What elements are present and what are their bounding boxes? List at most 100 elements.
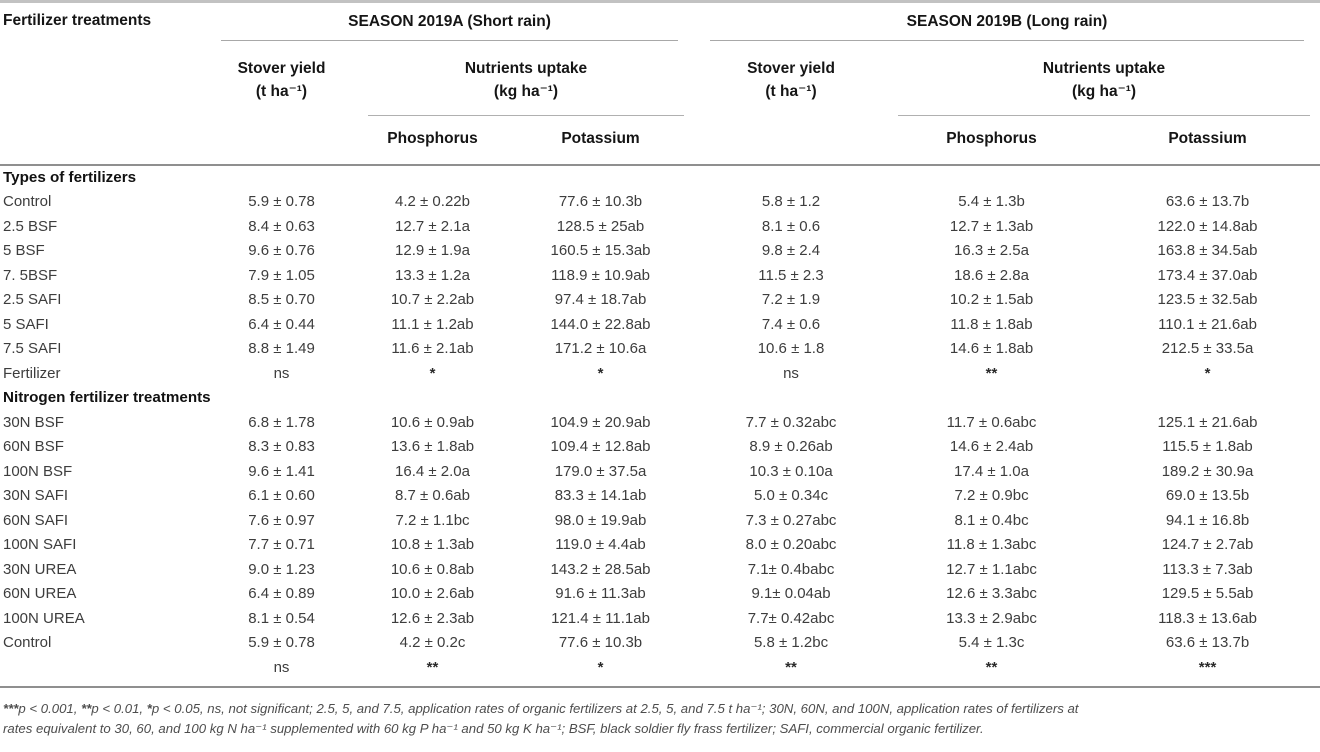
value-cell: 10.0 ± 2.6ab <box>390 585 475 602</box>
value-cell: 5.0 ± 0.34c <box>753 487 829 504</box>
value-cell: 12.9 ± 1.9a <box>395 242 470 259</box>
value-cell: 125.1 ± 21.6ab <box>1157 413 1258 431</box>
value-cell: 14.6 ± 2.4ab <box>949 438 1034 455</box>
table-row: 7.5 SAFI 8.8 ± 1.49 11.6 ± 2.1ab 171.2 ± 10… <box>0 337 1320 362</box>
nutrients-uptake-unit: (kg ha⁻¹) <box>493 82 559 100</box>
stover-yield-label: Stover yield <box>237 59 326 77</box>
value-cell: 212.5 ± 33.5a <box>1161 340 1254 357</box>
table-row: 2.5 BSF 8.4 ± 0.63 12.7 ± 2.1a 128.5 ± 25ab… <box>0 215 1320 240</box>
value-cell: 5.4 ± 1.3c <box>958 634 1025 651</box>
value-cell: 16.3 ± 2.5a <box>954 242 1029 259</box>
treatment-label: 30N SAFI <box>3 487 69 504</box>
season-2019b-underline <box>710 40 1305 41</box>
value-cell: 4.2 ± 0.22b <box>395 193 470 210</box>
value-cell: 91.6 ± 11.3ab <box>555 585 646 602</box>
value-cell: 11.8 ± 1.8ab <box>950 315 1033 333</box>
section-row: Types of fertilizers <box>0 165 1320 191</box>
value-cell: 8.7 ± 0.6ab <box>395 487 470 504</box>
value-cell: 5.8 ± 1.2 <box>761 193 821 210</box>
value-cell: 83.3 ± 14.1ab <box>554 487 647 504</box>
table-row: 100N UREA 8.1 ± 0.54 12.6 ± 2.3ab 121.4 ± 1… <box>0 607 1320 632</box>
value-cell: ns <box>273 364 290 382</box>
value-cell: ** <box>888 655 1096 688</box>
value-cell: 8.4 ± 0.63 <box>248 217 315 235</box>
value-cell: 10.3 ± 0.10a <box>749 462 833 480</box>
value-cell: 9.6 ± 1.41 <box>248 462 315 480</box>
treatment-label: 60N BSF <box>3 438 64 455</box>
treatment-label <box>0 655 205 688</box>
value-cell: 5.8 ± 1.2bc <box>753 634 829 651</box>
value-cell: 109.4 ± 12.8ab <box>550 438 651 455</box>
treatment-label: Control <box>3 193 52 210</box>
value-cell: 8.1 ± 0.6 <box>761 217 821 235</box>
value-cell: 104.9 ± 20.9ab <box>550 413 651 431</box>
value-cell: 11.6 ± 2.1ab <box>391 340 474 357</box>
treatment-label: 100N BSF <box>3 462 73 480</box>
treatment-label: 5 SAFI <box>3 315 49 333</box>
value-cell: 123.5 ± 32.5ab <box>1157 291 1258 308</box>
treatment-label: 5 BSF <box>3 242 45 259</box>
value-cell: 4.2 ± 0.2c <box>399 634 466 651</box>
value-cell: ** <box>985 364 998 382</box>
value-cell: ns <box>783 364 799 382</box>
value-cell: 113.3 ± 7.3ab <box>1162 560 1253 578</box>
value-cell: 12.7 ± 1.3ab <box>949 217 1034 235</box>
section-label: Types of fertilizers <box>3 168 137 186</box>
fertilizer-results-table: Fertilizer treatments SEASON 2019A (Shor… <box>0 0 1320 688</box>
value-cell: 63.6 ± 13.7b <box>1165 193 1250 210</box>
value-cell: 8.5 ± 0.70 <box>248 291 315 308</box>
value-cell: 6.1 ± 0.60 <box>248 487 315 504</box>
column-header-phosphorus-a: Phosphorus <box>358 123 507 166</box>
value-cell: 8.1 ± 0.4bc <box>954 511 1029 529</box>
value-cell: 5.9 ± 0.78 <box>248 634 315 651</box>
value-cell: ** <box>694 655 889 688</box>
value-cell: 6.4 ± 0.44 <box>248 315 315 333</box>
season-2019a-underline <box>221 40 679 41</box>
value-cell: 98.0 ± 19.9ab <box>554 511 647 529</box>
value-cell: 9.1± 0.04ab <box>751 585 831 602</box>
season-2019b-title: SEASON 2019B (Long rain) <box>906 13 1108 30</box>
value-cell: 121.4 ± 11.1ab <box>551 609 650 627</box>
treatment-label: 30N UREA <box>3 560 77 578</box>
value-cell: 12.7 ± 2.1a <box>395 217 470 235</box>
group-header-season-2019a: SEASON 2019A (Short rain) <box>205 2 694 54</box>
value-cell: 124.7 ± 2.7ab <box>1161 536 1254 553</box>
value-cell: 119.0 ± 4.4ab <box>555 536 646 553</box>
table-row: 2.5 SAFI 8.5 ± 0.70 10.7 ± 2.2ab 97.4 ± 18.… <box>0 288 1320 313</box>
treatment-label: 100N UREA <box>3 609 85 627</box>
treatment-label: Fertilizer <box>3 364 61 382</box>
treatment-label: 2.5 SAFI <box>3 291 62 308</box>
value-cell: 7.9 ± 1.05 <box>248 266 315 284</box>
value-cell: 171.2 ± 10.6a <box>554 340 647 357</box>
value-cell: 10.6 ± 1.8 <box>757 340 825 357</box>
spacer-cell <box>205 123 358 166</box>
table-row: Control 5.9 ± 0.78 4.2 ± 0.2c 77.6 ± 10.3b 5… <box>0 631 1320 656</box>
significance-row: Fertilizer ns * * ns ** * <box>0 362 1320 387</box>
value-cell: 9.0 ± 1.23 <box>248 560 315 578</box>
table-row: 60N UREA 6.4 ± 0.89 10.0 ± 2.6ab 91.6 ± 11.… <box>0 582 1320 607</box>
value-cell: 11.8 ± 1.3abc <box>946 536 1037 553</box>
value-cell: 6.8 ± 1.78 <box>248 413 315 431</box>
value-cell: 129.5 ± 5.5ab <box>1161 585 1254 602</box>
treatment-label: 7.5 SAFI <box>3 340 62 357</box>
value-cell: 13.3 ± 2.9abc <box>946 609 1037 627</box>
value-cell: ns <box>205 655 358 688</box>
section-label: Nitrogen fertilizer treatments <box>3 389 211 406</box>
table-row: 7. 5BSF 7.9 ± 1.05 13.3 ± 1.2a 118.9 ± 10.9… <box>0 264 1320 289</box>
column-header-fertilizer-treatments: Fertilizer treatments <box>0 1 205 166</box>
nutrients-uptake-a-underline <box>368 114 685 116</box>
value-cell: 7.4 ± 0.6 <box>761 315 821 333</box>
value-cell: 18.6 ± 2.8a <box>954 266 1029 284</box>
table-row: 5 SAFI 6.4 ± 0.44 11.1 ± 1.2ab 144.0 ± 22.8… <box>0 313 1320 338</box>
significance-row: ns ** * ** ** *** <box>0 655 1320 688</box>
nutrients-uptake-label: Nutrients uptake <box>1042 59 1166 77</box>
value-cell: 8.8 ± 1.49 <box>248 340 315 357</box>
treatment-label: 7. 5BSF <box>3 266 58 284</box>
value-cell: 7.7 ± 0.71 <box>248 536 315 553</box>
section-row: Nitrogen fertilizer treatments <box>0 386 1320 411</box>
value-cell: 143.2 ± 28.5ab <box>550 560 651 578</box>
value-cell: 10.6 ± 0.8ab <box>390 560 475 578</box>
value-cell: 189.2 ± 30.9a <box>1161 462 1254 480</box>
nutrients-uptake-unit: (kg ha⁻¹) <box>1071 82 1137 100</box>
value-cell: 9.8 ± 2.4 <box>761 242 821 259</box>
